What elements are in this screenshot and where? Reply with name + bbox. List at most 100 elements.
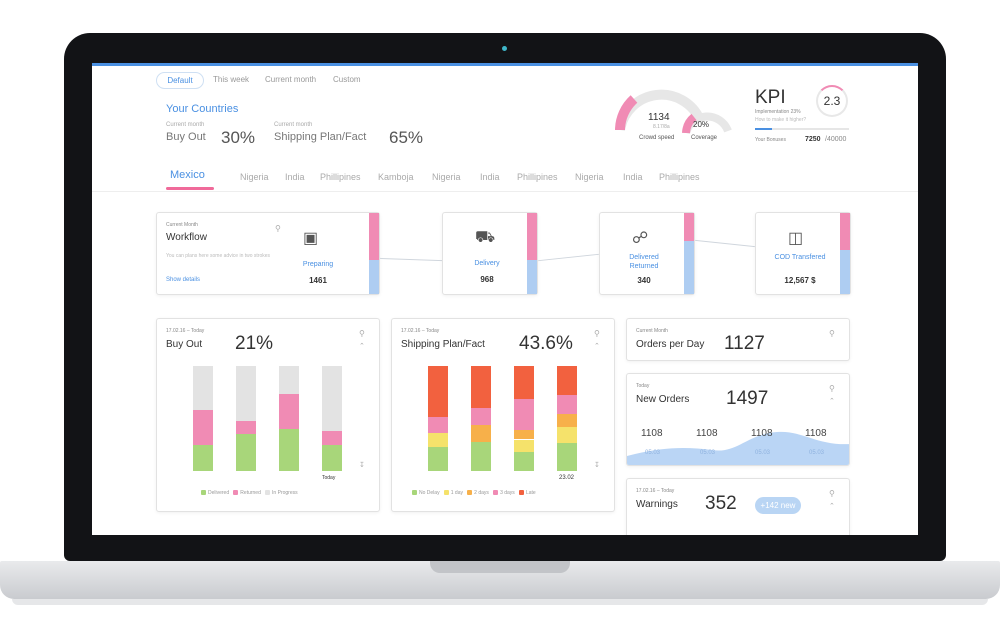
buyout-label: Buy Out [166, 131, 206, 143]
workflow-description: You can plans here some advice in two st… [166, 253, 271, 259]
laptop-notch [430, 561, 570, 573]
crowd-speed-value: 1134 [648, 112, 670, 123]
orders-caption: Current Month [636, 328, 668, 334]
flow-label-delivery: Delivery [474, 260, 500, 267]
country-tab-nigeria[interactable]: Nigeria [432, 172, 461, 182]
search-icon[interactable]: ⚲ [829, 489, 835, 498]
flow-card-cod: ◫ COD Transfered 12,567 $ [755, 212, 851, 295]
country-tab-mexico[interactable]: Mexico [170, 169, 205, 181]
flow-connector [380, 257, 442, 262]
crowd-speed-label: Crowd speed [639, 135, 675, 141]
country-tab-phillipines[interactable]: Phillipines [659, 172, 700, 182]
flow-connector [538, 253, 599, 262]
country-tab-nigeria[interactable]: Nigeria [575, 172, 604, 182]
tab-this-week[interactable]: This week [213, 75, 250, 84]
plan-card-title: Shipping Plan/Fact [401, 339, 485, 350]
tab-current-month[interactable]: Current month [265, 75, 317, 84]
bar-2-days [514, 430, 534, 440]
search-icon[interactable]: ⚲ [829, 384, 835, 393]
flow-value-preparing: 1461 [309, 276, 327, 285]
coverage-value: 20% [693, 120, 710, 129]
show-details-link[interactable]: Show details [166, 277, 201, 283]
new-orders-card: Today New Orders 1497 ⚲ ⌃ 1108 05.03 1108 0… [626, 373, 850, 466]
flow-bar-preparing [369, 213, 379, 294]
bar-3-days [557, 395, 577, 415]
chevron-up-icon[interactable]: ⌃ [594, 343, 600, 350]
chevron-up-icon[interactable]: ⌃ [829, 398, 835, 405]
country-tab-phillipines[interactable]: Phillipines [517, 172, 558, 182]
search-icon[interactable]: ⚲ [594, 329, 600, 338]
flow-value-delivery: 968 [480, 275, 494, 284]
search-icon[interactable]: ⚲ [275, 224, 281, 233]
cash-icon: ◫ [788, 230, 804, 247]
warnings-title: Warnings [636, 499, 678, 510]
wave-value: 1108 [751, 428, 773, 439]
workflow-card: Current Month Workflow You can plans her… [156, 212, 380, 295]
warnings-value: 352 [705, 493, 737, 514]
buyout-card-title: Buy Out [166, 339, 203, 350]
bar-delivered [322, 444, 342, 471]
wave-value: 1108 [805, 428, 827, 439]
tab-custom[interactable]: Custom [333, 75, 361, 84]
bar-1-day [557, 426, 577, 443]
bar-1-day [428, 433, 448, 447]
bar-in-progress [193, 366, 213, 411]
bar-late [428, 366, 448, 418]
plan-value: 65% [389, 128, 424, 147]
legend-item: 3 days [493, 490, 515, 496]
bar-delivered [193, 444, 213, 471]
country-tab-india[interactable]: India [480, 172, 500, 182]
wave-date: 05.03 [809, 450, 825, 456]
search-icon[interactable]: ⚲ [829, 329, 835, 338]
tab-default[interactable]: Default [156, 72, 204, 89]
bonuses-total: /40000 [825, 136, 847, 143]
plan-card-value: 43.6% [519, 333, 573, 354]
country-tab-nigeria[interactable]: Nigeria [240, 172, 269, 182]
bar-late [471, 366, 491, 408]
kpi-hint-link[interactable]: How to make it higher? [755, 117, 807, 123]
flow-bar-cod [840, 213, 850, 294]
new-orders-title: New Orders [636, 394, 690, 405]
country-tab-india[interactable]: India [623, 172, 643, 182]
country-tab-india[interactable]: India [285, 172, 305, 182]
bar-no-delay [557, 442, 577, 471]
new-orders-area-chart [627, 431, 849, 465]
wave-date: 05.03 [700, 450, 716, 456]
buyout-card-value: 21% [235, 333, 274, 354]
legend-item: In Progress [265, 490, 298, 496]
search-icon[interactable]: ⚲ [359, 329, 365, 338]
country-tab-kamboja[interactable]: Kamboja [378, 172, 414, 182]
kpi-implementation: Implementation 23% [755, 109, 801, 115]
flow-bar-delivery [527, 213, 537, 294]
x-tick-today: Today [322, 475, 336, 481]
webcam [502, 46, 507, 51]
download-icon[interactable]: ↧ [359, 462, 365, 469]
plan-legend: No Delay 1 day 2 days 3 days Late [412, 490, 536, 496]
bar-no-delay [471, 441, 491, 471]
box-icon: ▣ [303, 230, 319, 247]
legend-item: 1 day [443, 490, 463, 496]
new-warnings-badge[interactable]: +142 new [755, 497, 801, 514]
shipping-plan-card: 17.02.16 – Today Shipping Plan/Fact 43.6… [391, 318, 615, 512]
top-accent-line [92, 63, 918, 66]
wave-date: 05.03 [755, 450, 771, 456]
truck-icon: ⛟ [475, 229, 496, 246]
country-tab-phillipines[interactable]: Phillipines [320, 172, 361, 182]
legend-item: Late [518, 490, 536, 496]
wave-value: 1108 [696, 428, 718, 439]
plan-date-range: 17.02.16 – Today [401, 328, 440, 334]
flow-card-returned: ☍ Delivered Returned 340 [599, 212, 695, 295]
flow-value-cod: 12,567 $ [784, 276, 816, 285]
crowd-speed-sub: 8.17/8a [653, 124, 670, 130]
bonuses-value: 7250 [805, 136, 821, 143]
kpi-progress-track [755, 128, 849, 130]
bar-returned [279, 394, 299, 429]
bar-3-days [514, 398, 534, 431]
buyout-legend: Delivered Returned In Progress [201, 490, 298, 496]
flow-label-preparing: Preparing [302, 261, 334, 268]
chevron-up-icon[interactable]: ⌃ [359, 343, 365, 350]
kpi-progress-fill [755, 128, 772, 130]
bar-delivered [279, 429, 299, 471]
chevron-up-icon[interactable]: ⌃ [829, 503, 835, 510]
download-icon[interactable]: ↧ [594, 462, 600, 469]
